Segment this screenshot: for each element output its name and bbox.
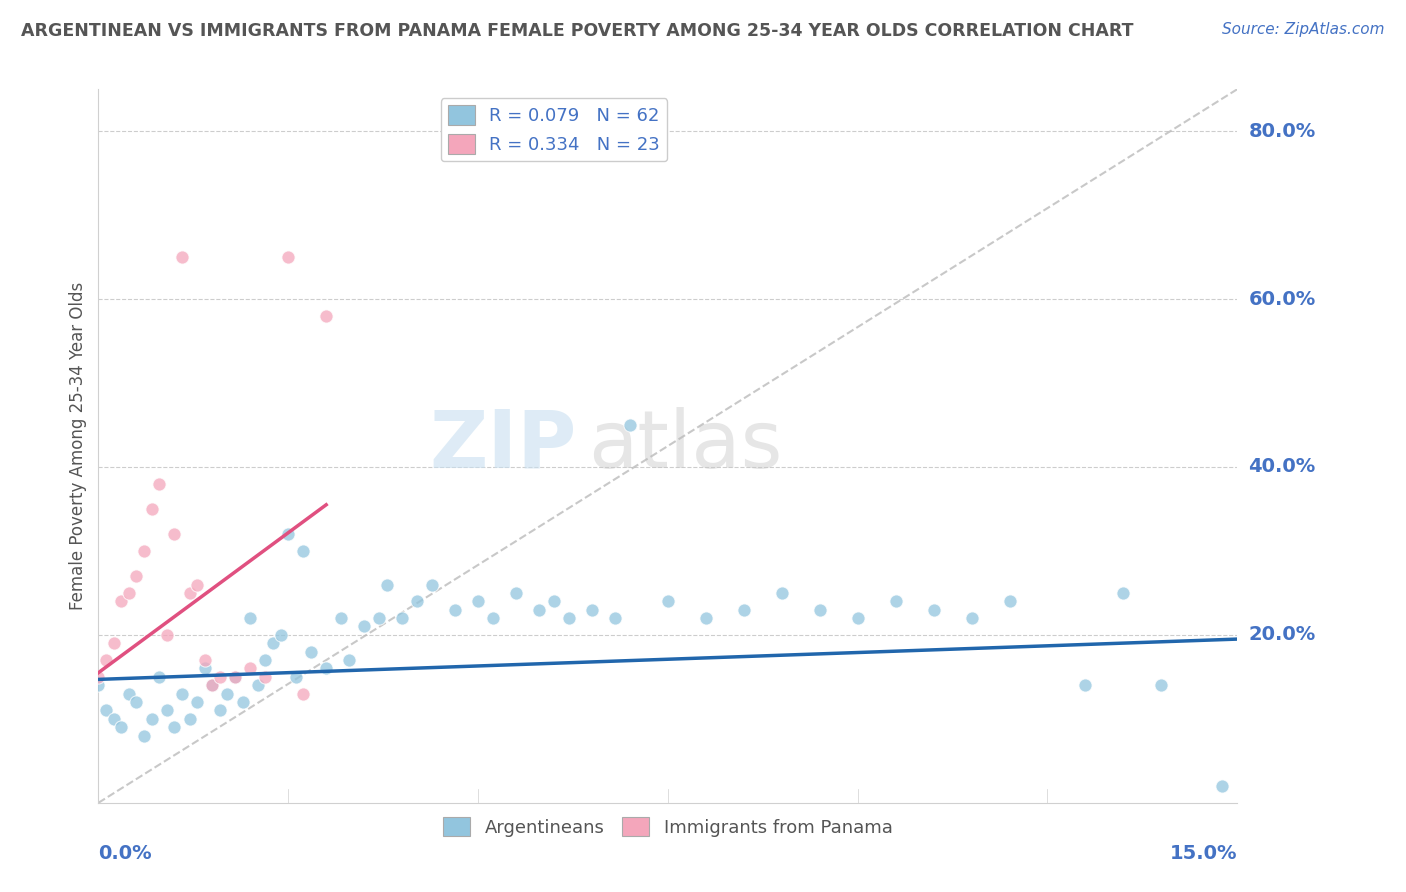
Point xyxy=(884,594,907,608)
Point xyxy=(254,670,277,684)
Point xyxy=(391,611,413,625)
Point xyxy=(406,594,429,608)
Point xyxy=(262,636,284,650)
Text: ARGENTINEAN VS IMMIGRANTS FROM PANAMA FEMALE POVERTY AMONG 25-34 YEAR OLDS CORRE: ARGENTINEAN VS IMMIGRANTS FROM PANAMA FE… xyxy=(21,22,1133,40)
Text: 40.0%: 40.0% xyxy=(1249,458,1316,476)
Point xyxy=(330,611,353,625)
Point xyxy=(239,611,262,625)
Point xyxy=(125,569,148,583)
Point xyxy=(194,661,217,675)
Point xyxy=(224,670,246,684)
Point xyxy=(922,603,945,617)
Point xyxy=(375,577,398,591)
Point xyxy=(292,687,315,701)
Point xyxy=(132,729,155,743)
Point xyxy=(846,611,869,625)
Point xyxy=(148,670,170,684)
Point xyxy=(808,603,831,617)
Point xyxy=(208,703,231,717)
Point xyxy=(170,687,193,701)
Point xyxy=(186,695,208,709)
Point xyxy=(186,577,208,591)
Point xyxy=(110,594,132,608)
Text: 20.0%: 20.0% xyxy=(1249,625,1316,644)
Point xyxy=(125,695,148,709)
Point xyxy=(284,670,307,684)
Point xyxy=(201,678,224,692)
Point xyxy=(163,720,186,734)
Point xyxy=(132,544,155,558)
Point xyxy=(422,577,444,591)
Point xyxy=(118,586,141,600)
Point xyxy=(581,603,603,617)
Point xyxy=(527,603,550,617)
Point xyxy=(194,653,217,667)
Point xyxy=(179,712,201,726)
Point xyxy=(1112,586,1135,600)
Point xyxy=(960,611,983,625)
Point xyxy=(232,695,254,709)
Point xyxy=(103,712,125,726)
Point xyxy=(224,670,246,684)
Point xyxy=(292,544,315,558)
Text: Source: ZipAtlas.com: Source: ZipAtlas.com xyxy=(1222,22,1385,37)
Point xyxy=(467,594,489,608)
Point xyxy=(733,603,755,617)
Point xyxy=(141,502,163,516)
Point xyxy=(103,636,125,650)
Point xyxy=(543,594,565,608)
Point xyxy=(110,720,132,734)
Point xyxy=(201,678,224,692)
Point xyxy=(998,594,1021,608)
Point xyxy=(337,653,360,667)
Point xyxy=(217,687,239,701)
Point xyxy=(87,678,110,692)
Y-axis label: Female Poverty Among 25-34 Year Olds: Female Poverty Among 25-34 Year Olds xyxy=(69,282,87,610)
Point xyxy=(315,309,337,323)
Point xyxy=(657,594,679,608)
Point xyxy=(505,586,527,600)
Point xyxy=(695,611,717,625)
Text: ZIP: ZIP xyxy=(429,407,576,485)
Point xyxy=(163,527,186,541)
Point xyxy=(482,611,505,625)
Point xyxy=(368,611,391,625)
Point xyxy=(1150,678,1173,692)
Point xyxy=(94,653,117,667)
Point xyxy=(239,661,262,675)
Point xyxy=(770,586,793,600)
Point xyxy=(246,678,269,692)
Point xyxy=(94,703,117,717)
Point xyxy=(315,661,337,675)
Text: atlas: atlas xyxy=(588,407,783,485)
Text: 15.0%: 15.0% xyxy=(1170,845,1237,863)
Point xyxy=(277,250,299,264)
Text: 0.0%: 0.0% xyxy=(98,845,152,863)
Point xyxy=(148,476,170,491)
Point xyxy=(558,611,581,625)
Point xyxy=(87,670,110,684)
Point xyxy=(156,628,179,642)
Point xyxy=(254,653,277,667)
Legend: Argentineans, Immigrants from Panama: Argentineans, Immigrants from Panama xyxy=(436,809,900,844)
Point xyxy=(299,645,322,659)
Point xyxy=(118,687,141,701)
Point xyxy=(444,603,467,617)
Point xyxy=(353,619,375,633)
Point xyxy=(603,611,626,625)
Point xyxy=(1074,678,1097,692)
Point xyxy=(156,703,179,717)
Point xyxy=(1211,779,1233,793)
Point xyxy=(277,527,299,541)
Point xyxy=(179,586,201,600)
Point xyxy=(141,712,163,726)
Point xyxy=(270,628,292,642)
Point xyxy=(170,250,193,264)
Point xyxy=(619,417,641,432)
Text: 80.0%: 80.0% xyxy=(1249,121,1316,141)
Point xyxy=(208,670,231,684)
Text: 60.0%: 60.0% xyxy=(1249,290,1316,309)
